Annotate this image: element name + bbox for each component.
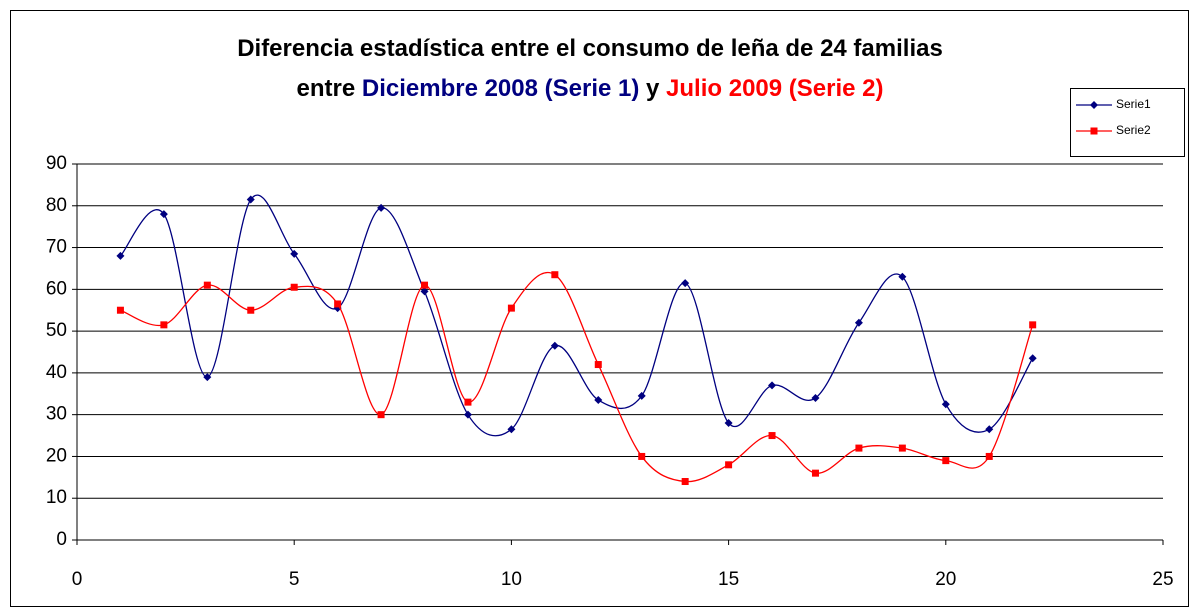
marker [246,195,255,204]
y-tick-label: 80 [46,195,67,216]
marker [942,457,950,465]
x-tick-label: 0 [72,569,83,590]
marker [768,381,777,390]
marker [898,272,907,281]
marker [377,411,385,419]
marker [421,281,429,289]
marker [507,425,516,434]
marker [159,210,168,219]
x-tick-label: 10 [501,569,522,590]
marker [594,396,603,405]
x-tick-label: 25 [1152,569,1173,590]
y-tick-label: 40 [46,362,67,383]
marker [811,393,820,402]
marker [594,361,602,369]
marker [464,398,472,406]
y-tick-label: 60 [46,278,67,299]
marker [854,318,863,327]
marker [377,203,386,212]
title-part: y [639,75,666,102]
marker [203,281,211,289]
chart-title: Diferencia estadística entre el consumo … [237,35,943,62]
marker [1028,354,1037,363]
title-part: Diciembre 2008 (Serie 1) [362,75,640,102]
marker [1090,101,1098,109]
marker [203,373,212,382]
marker [463,410,472,419]
marker [507,304,515,312]
y-tick-label: 50 [46,320,67,341]
marker [941,400,950,409]
y-tick-label: 90 [46,153,67,174]
chart-frame [10,10,1189,607]
marker [768,432,776,440]
marker [1090,127,1098,135]
x-tick-label: 20 [935,569,956,590]
title-part: entre [297,75,362,102]
title-part: Julio 2009 (Serie 2) [666,75,883,102]
marker [681,279,690,288]
marker [290,283,298,291]
title-part: Diferencia estadística entre el consumo … [237,35,943,62]
chart-title: entre Diciembre 2008 (Serie 1) y Julio 2… [297,75,884,102]
marker [420,287,429,296]
marker [551,271,559,279]
marker [725,461,733,469]
marker [550,341,559,350]
marker [116,306,124,314]
marker [985,452,993,460]
marker [160,321,168,329]
marker [681,478,689,486]
y-tick-label: 70 [46,237,67,258]
x-tick-label: 5 [289,569,300,590]
legend-box [1070,88,1185,157]
x-tick-label: 15 [718,569,739,590]
marker [985,425,994,434]
marker [247,306,255,314]
marker [724,419,733,428]
y-tick-label: 10 [46,487,67,508]
y-tick-label: 20 [46,445,67,466]
marker [116,251,125,260]
y-tick-label: 30 [46,404,67,425]
marker [811,469,819,477]
marker [898,444,906,452]
marker [855,444,863,452]
legend-label: Serie2 [1116,123,1151,137]
marker [637,391,646,400]
legend-label: Serie1 [1116,97,1151,111]
marker [290,249,299,258]
marker [638,452,646,460]
y-tick-label: 0 [56,529,67,550]
marker [1029,321,1037,329]
marker [334,300,342,308]
